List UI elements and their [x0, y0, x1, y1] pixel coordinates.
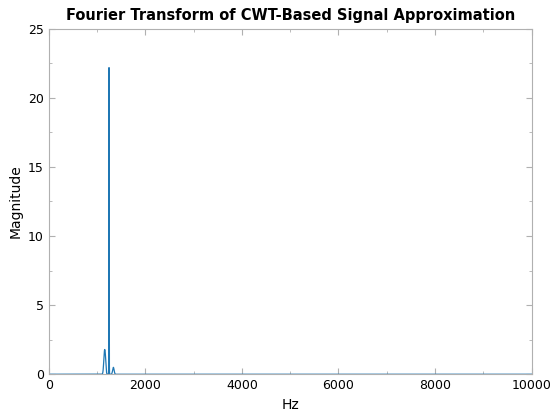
X-axis label: Hz: Hz: [281, 398, 299, 412]
Y-axis label: Magnitude: Magnitude: [8, 165, 22, 238]
Title: Fourier Transform of CWT-Based Signal Approximation: Fourier Transform of CWT-Based Signal Ap…: [66, 8, 515, 24]
